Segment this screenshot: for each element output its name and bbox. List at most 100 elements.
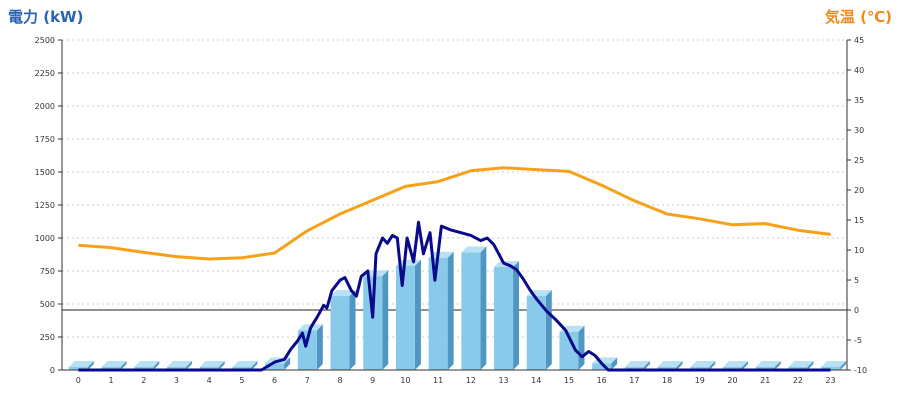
x-tick-label: 3 — [174, 376, 179, 385]
x-tick-label: 11 — [433, 376, 443, 385]
bar-side — [185, 361, 192, 370]
power-bar — [559, 325, 585, 370]
x-tick-label: 9 — [370, 376, 375, 385]
bar-side — [774, 361, 781, 370]
bar-side — [284, 357, 291, 370]
right-tick-label: 30 — [854, 126, 864, 135]
bar-front — [494, 267, 514, 370]
bar-side — [218, 361, 225, 370]
bar-side — [545, 290, 552, 370]
bar-top — [755, 361, 781, 367]
bar-side — [807, 361, 814, 370]
left-tick-label: 500 — [40, 300, 55, 309]
bar-side — [578, 325, 585, 370]
bar-top — [428, 251, 454, 258]
temperature-axis-title: 気温 (℃) — [824, 8, 892, 26]
bar-side — [840, 361, 847, 370]
left-tick-label: 1000 — [35, 234, 55, 243]
bar-side — [447, 251, 454, 370]
right-tick-label: 25 — [854, 156, 864, 165]
x-tick-label: 14 — [531, 376, 541, 385]
left-tick-label: 0 — [50, 366, 55, 375]
power-bar — [428, 251, 454, 370]
x-tick-label: 22 — [793, 376, 803, 385]
left-tick-label: 1500 — [35, 168, 55, 177]
right-tick-label: 35 — [854, 96, 864, 105]
x-tick-label: 21 — [760, 376, 770, 385]
power-bar — [821, 361, 847, 370]
power-bar — [265, 357, 291, 370]
x-tick-label: 5 — [239, 376, 244, 385]
x-tick-label: 1 — [109, 376, 114, 385]
bar-top — [657, 361, 683, 367]
x-tick-label: 23 — [826, 376, 836, 385]
right-tick-label: 5 — [854, 276, 859, 285]
bar-side — [251, 361, 258, 370]
bar-top — [723, 361, 749, 367]
bar-side — [742, 361, 749, 370]
bar-front — [526, 296, 546, 370]
left-tick-label: 750 — [40, 267, 55, 276]
right-tick-label: 0 — [854, 306, 859, 315]
bar-front — [395, 265, 415, 370]
bar-top — [101, 361, 127, 367]
x-tick-label: 7 — [305, 376, 310, 385]
power-bar — [526, 290, 552, 370]
bar-top — [134, 361, 160, 367]
power-line — [78, 220, 831, 372]
bar-front — [363, 276, 383, 370]
right-tick-label: 20 — [854, 186, 864, 195]
bar-front — [461, 252, 481, 370]
bar-top — [68, 361, 94, 367]
right-tick-label: 45 — [854, 36, 864, 45]
bar-top — [199, 361, 225, 367]
bar-side — [316, 324, 323, 370]
bar-top — [232, 361, 258, 367]
x-tick-label: 18 — [662, 376, 672, 385]
bar-front — [297, 330, 317, 370]
left-tick-label: 1750 — [35, 135, 55, 144]
power-bar — [68, 361, 94, 370]
left-tick-label: 250 — [40, 333, 55, 342]
bar-side — [611, 357, 618, 370]
x-tick-label: 0 — [76, 376, 81, 385]
bar-top — [624, 361, 650, 367]
bar-side — [349, 290, 356, 370]
bar-front — [559, 331, 579, 370]
left-tick-label: 1250 — [35, 201, 55, 210]
x-tick-label: 15 — [564, 376, 574, 385]
bar-front — [68, 367, 88, 370]
power-bar — [330, 290, 356, 370]
power-bar — [395, 259, 421, 370]
bar-side — [120, 361, 127, 370]
bar-side — [87, 361, 94, 370]
x-tick-label: 19 — [695, 376, 705, 385]
bar-top — [461, 246, 487, 253]
left-tick-label: 2250 — [35, 69, 55, 78]
bar-top — [166, 361, 192, 367]
right-tick-label: 40 — [854, 66, 864, 75]
bar-side — [676, 361, 683, 370]
x-tick-label: 10 — [400, 376, 410, 385]
bar-side — [153, 361, 160, 370]
bar-top — [690, 361, 716, 367]
bar-front — [265, 363, 285, 370]
power-bar — [461, 246, 487, 370]
x-tick-label: 6 — [272, 376, 277, 385]
x-tick-label: 16 — [597, 376, 607, 385]
bar-top — [788, 361, 814, 367]
bar-front — [592, 363, 612, 370]
right-tick-label: -5 — [854, 336, 862, 345]
bar-side — [480, 246, 487, 370]
x-tick-label: 8 — [337, 376, 342, 385]
temperature-line — [78, 166, 831, 261]
bar-side — [414, 259, 421, 370]
left-tick-label: 2500 — [35, 36, 55, 45]
power-axis-title: 電力 (kW) — [8, 8, 84, 26]
bar-side — [513, 261, 520, 370]
bar-front — [821, 367, 841, 370]
bar-side — [643, 361, 650, 370]
right-tick-label: 10 — [854, 246, 864, 255]
bar-front — [428, 257, 448, 370]
